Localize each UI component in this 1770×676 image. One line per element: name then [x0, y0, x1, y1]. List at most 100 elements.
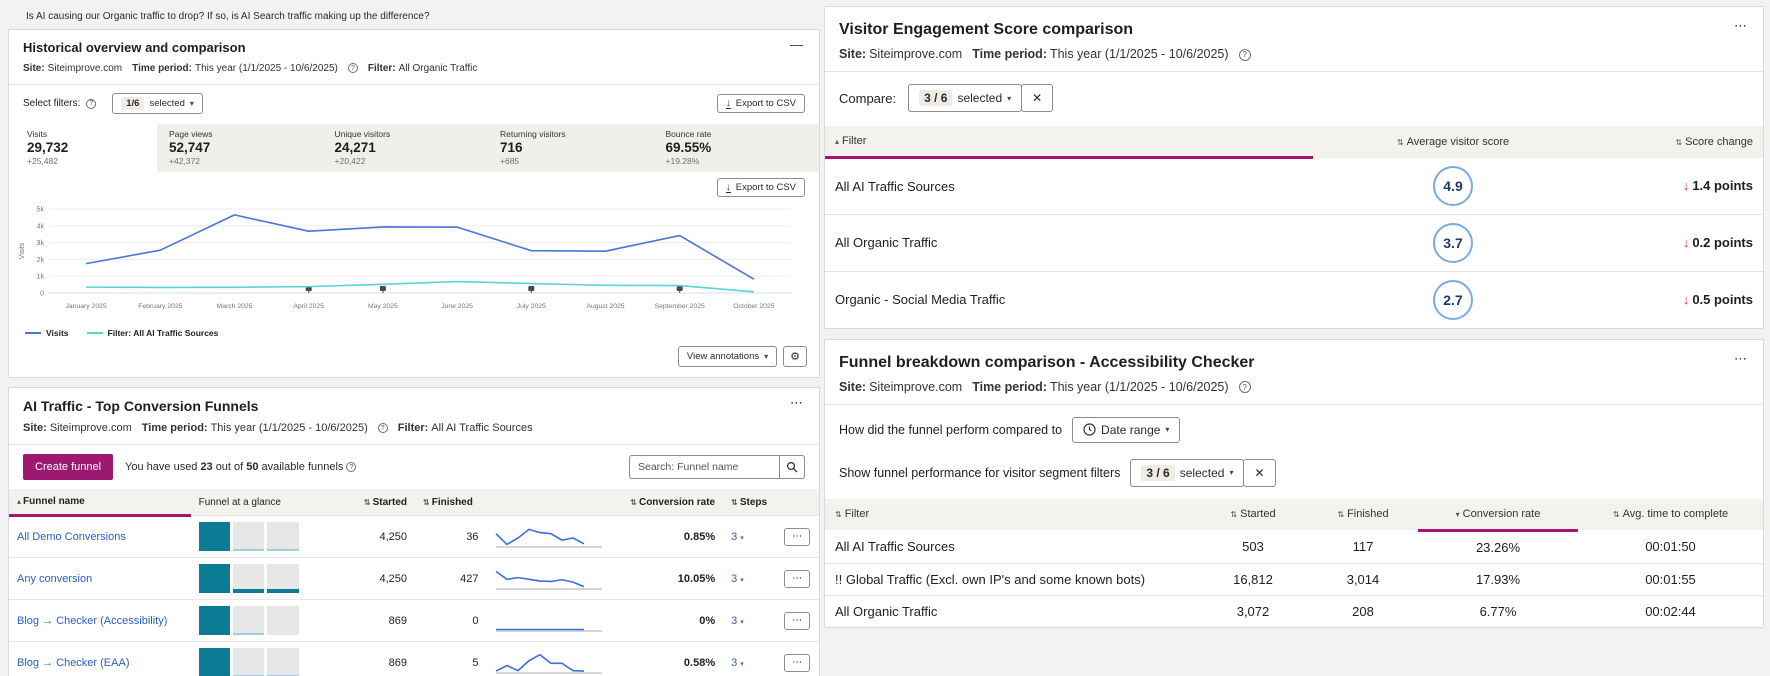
col-header-conversion-rate[interactable]: ▾ Conversion rate — [1418, 498, 1578, 532]
filter-label: Filter: — [397, 422, 429, 434]
legend-item: Filter: All AI Traffic Sources — [86, 328, 219, 338]
funnel-name-link[interactable]: Blog → Checker (Accessibility) — [17, 614, 168, 627]
kpi-unique-visitors[interactable]: Unique visitors 24,271 +20,422 — [322, 124, 488, 172]
col-header-finished[interactable]: ⇅ Finished — [1308, 498, 1418, 530]
glance-step-bar — [232, 606, 265, 635]
date-range-dropdown[interactable]: Date range ▾ — [1072, 416, 1181, 443]
legend-label: Filter: All AI Traffic Sources — [107, 328, 219, 338]
col-header-avg-time[interactable]: ⇅ Avg. time to complete — [1578, 498, 1763, 530]
filter-name: All AI Traffic Sources — [835, 178, 955, 194]
filter-value: All Organic Traffic — [398, 63, 478, 74]
chevron-down-icon: ▾ — [740, 534, 744, 542]
conversion-value: 0.85% — [617, 515, 724, 558]
help-icon[interactable]: ? — [377, 423, 388, 434]
card-title: Visitor Engagement Score comparison — [839, 21, 1134, 38]
funnel-name-link[interactable]: Any conversion — [17, 572, 93, 585]
legend-item: Visits — [25, 328, 69, 338]
col-header-steps[interactable]: ⇅ Steps — [723, 489, 777, 516]
segment-filters-dropdown[interactable]: 3 / 6 selected ▾ — [1130, 458, 1245, 487]
clear-segment-button[interactable]: ✕ — [1243, 458, 1276, 487]
started-value: 4,250 — [345, 557, 416, 600]
col-header-finished[interactable]: ⇅ Finished — [415, 489, 487, 516]
help-icon[interactable]: ? — [346, 462, 357, 472]
kpi-bounce-rate[interactable]: Bounce rate 69.55% +19.28% — [653, 124, 819, 172]
funnel-glance-chart — [198, 522, 299, 551]
svg-text:August 2025: August 2025 — [586, 303, 624, 310]
sort-icon: ⇅ — [1675, 137, 1683, 147]
row-actions-button[interactable]: ⋯ — [784, 569, 811, 588]
score-badge: 4.9 — [1433, 165, 1473, 206]
chevron-down-icon: ▾ — [1165, 425, 1170, 434]
filter-value: All AI Traffic Sources — [431, 422, 533, 434]
sparkline-chart — [496, 628, 603, 632]
help-icon[interactable]: ? — [1238, 381, 1251, 394]
download-icon: ↓ — [725, 97, 731, 109]
select-filters-dropdown[interactable]: 1/6 selected ▾ — [112, 93, 203, 114]
col-header-filter[interactable]: ▴ Filter — [825, 126, 1313, 159]
kpi-value: 29,732 — [27, 140, 69, 155]
started-value: 4,250 — [345, 515, 416, 558]
row-actions-button[interactable]: ⋯ — [784, 611, 811, 630]
svg-text:May 2025: May 2025 — [368, 303, 398, 310]
row-actions-button[interactable]: ⋯ — [784, 527, 811, 546]
chart-settings-button[interactable]: ⚙ — [783, 346, 807, 367]
finished-value: 5 — [415, 641, 487, 676]
legend-swatch — [25, 332, 41, 334]
traffic-line-chart: 0 1k 2k 3k 4k 5k Visits January 2025 February 20… — [9, 199, 819, 326]
table-row: !! Global Traffic (Excl. own IP's and so… — [825, 562, 1763, 595]
funnel-search-input[interactable] — [629, 455, 779, 479]
col-header-avg-score[interactable]: ⇅ Average visitor score — [1313, 126, 1593, 158]
funnel-name-link[interactable]: Blog → Checker (EAA) — [17, 656, 130, 669]
help-icon[interactable]: ? — [347, 63, 358, 74]
steps-link[interactable]: 3 — [731, 572, 738, 585]
date-range-label: Date range — [1101, 422, 1161, 437]
help-icon[interactable]: ? — [86, 98, 97, 109]
kpi-change: +685 — [500, 156, 520, 166]
search-button[interactable] — [779, 455, 805, 479]
col-header-funnel-name[interactable]: ▴ Funnel name — [9, 489, 191, 517]
steps-link[interactable]: 3 — [731, 656, 738, 669]
sort-icon: ⇅ — [731, 497, 738, 507]
create-funnel-button[interactable]: Create funnel — [23, 454, 114, 480]
minimize-icon[interactable]: — — [790, 37, 803, 52]
col-header-started[interactable]: ⇅ Started — [345, 489, 416, 516]
col-header-score-change[interactable]: ⇅ Score change — [1593, 126, 1763, 158]
gear-icon: ⚙ — [790, 351, 800, 363]
steps-link[interactable]: 3 — [731, 530, 738, 543]
view-annotations-button[interactable]: View annotations ▾ — [677, 346, 778, 367]
funnel-name-link[interactable]: All Demo Conversions — [17, 531, 126, 543]
funnel-glance-chart — [198, 564, 299, 593]
kpi-page-views[interactable]: Page views 52,747 +42,372 — [157, 124, 323, 172]
glance-value-bar — [232, 633, 265, 635]
clear-compare-button[interactable]: ✕ — [1021, 84, 1054, 112]
started-value: 503 — [1242, 538, 1264, 554]
col-header-conversion-rate[interactable]: ⇅ Conversion rate — [617, 489, 724, 516]
score-badge: 3.7 — [1433, 222, 1473, 263]
col-header-filter[interactable]: ⇅ Filter — [825, 498, 1198, 530]
export-csv-button[interactable]: ↓ Export to CSV — [716, 94, 805, 113]
chevron-down-icon: ▾ — [740, 576, 744, 584]
kpi-visits[interactable]: Visits 29,732 +25,482 — [9, 124, 157, 172]
card-menu-icon[interactable]: ⋯ — [790, 395, 803, 410]
help-icon[interactable]: ? — [1238, 48, 1251, 61]
card-title: AI Traffic - Top Conversion Funnels — [23, 398, 259, 414]
divider — [9, 84, 819, 85]
row-actions-button[interactable]: ⋯ — [784, 653, 811, 672]
period-label: Time period: — [141, 422, 208, 434]
card-menu-icon[interactable]: ⋯ — [1734, 18, 1747, 33]
kpi-returning-visitors[interactable]: Returning visitors 716 +685 — [488, 124, 654, 172]
col-header-started[interactable]: ⇅ Started — [1198, 498, 1308, 530]
close-icon: ✕ — [1032, 91, 1043, 105]
period-value: This year (1/1/2025 - 10/6/2025) — [1049, 379, 1229, 394]
avg-time-value: 00:01:50 — [1645, 538, 1696, 554]
glance-step-bar — [232, 522, 265, 551]
legend-swatch — [86, 332, 103, 334]
steps-link[interactable]: 3 — [731, 614, 738, 627]
sort-icon: ⇅ — [1337, 510, 1345, 520]
glance-step-bar — [267, 522, 299, 551]
compare-filters-dropdown[interactable]: 3 / 6 selected ▾ — [908, 84, 1023, 112]
export-csv-button[interactable]: ↓ Export to CSV — [716, 178, 805, 197]
card-menu-icon[interactable]: ⋯ — [1734, 350, 1747, 366]
site-value: Siteimprove.com — [49, 422, 132, 434]
